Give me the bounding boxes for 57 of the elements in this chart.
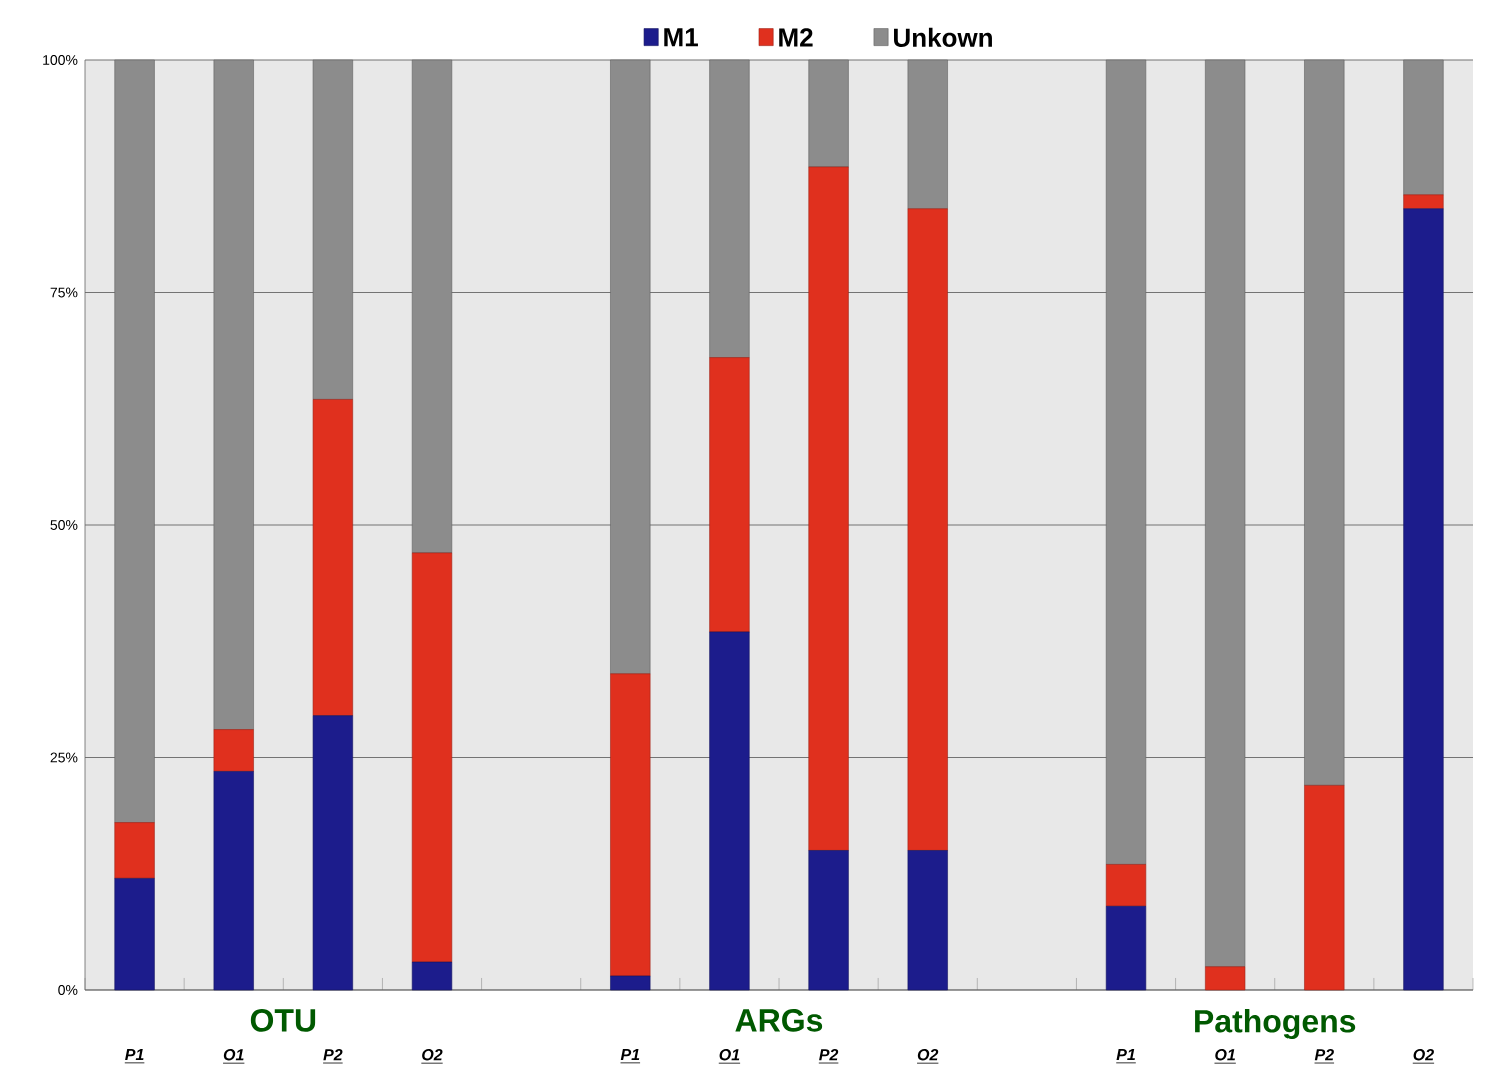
bar <box>1205 966 1246 991</box>
legend-label: Unkown <box>894 27 992 47</box>
text: Pathogens <box>1195 1009 1356 1040</box>
bar <box>808 59 849 168</box>
bar <box>213 59 254 730</box>
y-tick-label: 25% <box>50 752 78 763</box>
y-tick-label: 75% <box>50 287 78 298</box>
bar <box>411 59 453 554</box>
bar <box>1403 194 1444 210</box>
x-tick-label: O1 <box>719 1049 740 1061</box>
bar <box>610 975 651 991</box>
bar <box>213 771 254 991</box>
bar <box>312 715 353 991</box>
y-tick-label: 50% <box>50 520 78 530</box>
bar <box>1403 59 1444 196</box>
bar <box>1205 59 1246 968</box>
bar <box>114 822 155 879</box>
x-tick-label: P1 <box>620 1049 640 1061</box>
text: ARGs <box>735 1009 823 1032</box>
x-tick-label: P2 <box>819 1049 839 1061</box>
bar <box>1304 785 1345 991</box>
bar <box>1105 864 1147 907</box>
bar <box>907 850 948 991</box>
bar <box>808 166 849 851</box>
legend-label: M1 <box>664 28 698 47</box>
x-tick-label: O2 <box>917 1049 939 1061</box>
x-tick-label: P2 <box>323 1049 343 1061</box>
x-tick-label: P1 <box>1116 1049 1135 1061</box>
y-tick-label: 100% <box>43 55 78 65</box>
bar <box>114 59 155 823</box>
bar <box>312 59 353 400</box>
bar <box>907 59 948 210</box>
bar <box>411 552 453 963</box>
bar <box>1304 59 1345 786</box>
bar <box>610 59 651 675</box>
y-tick-label: 0% <box>58 985 78 995</box>
bar <box>709 631 750 991</box>
bar <box>312 399 353 716</box>
bar <box>213 729 254 772</box>
bar <box>709 59 750 358</box>
x-tick-label: P1 <box>125 1049 144 1061</box>
text: OTU <box>250 1009 316 1032</box>
x-tick-label: P2 <box>1314 1049 1334 1061</box>
x-tick-label: O1 <box>223 1049 244 1061</box>
bar <box>1105 59 1147 865</box>
bar <box>808 850 849 991</box>
bar <box>907 208 948 851</box>
bar <box>1105 905 1147 991</box>
bar <box>709 357 750 633</box>
bar <box>114 878 155 991</box>
bar <box>1403 208 1444 991</box>
legend-label: M2 <box>779 28 813 47</box>
x-tick-label: O2 <box>1413 1049 1434 1061</box>
bar <box>610 673 651 977</box>
bar <box>411 961 453 991</box>
x-tick-label: O2 <box>422 1049 443 1061</box>
x-tick-label: O1 <box>1215 1049 1235 1061</box>
